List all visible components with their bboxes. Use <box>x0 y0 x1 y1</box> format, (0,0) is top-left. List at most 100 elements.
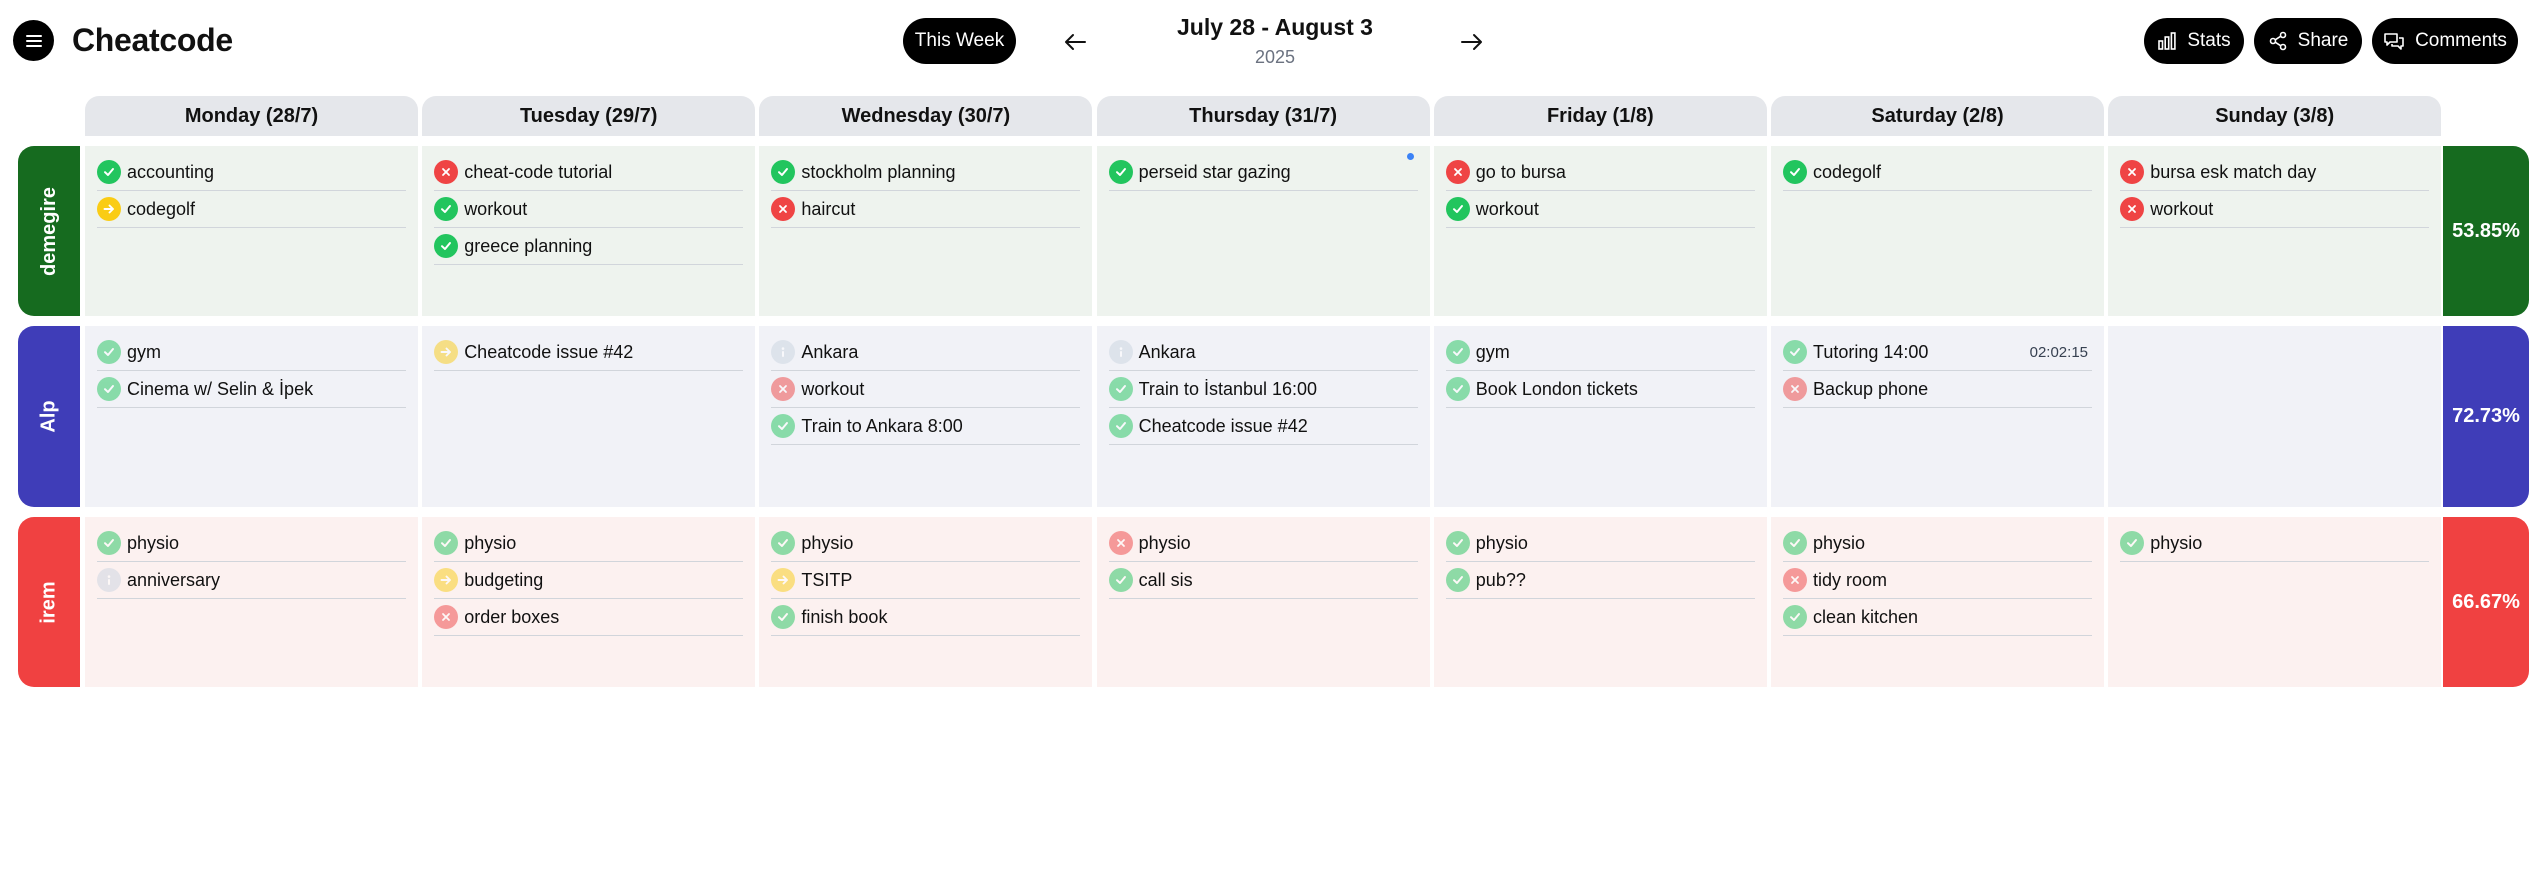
person-label[interactable]: Alp <box>18 326 80 507</box>
day-cell[interactable]: Ankara workout Train to Ankara 8:00 <box>759 326 1093 507</box>
day-cell[interactable]: go to bursa workout <box>1433 146 1767 316</box>
task-item[interactable]: workout <box>2120 191 2430 228</box>
x-icon[interactable] <box>434 605 459 629</box>
day-cell[interactable]: accounting codegolf <box>85 146 418 316</box>
info-icon[interactable] <box>771 340 796 364</box>
day-cell[interactable]: Ankara Train to İstanbul 16:00 Cheatcode i… <box>1096 326 1430 507</box>
day-cell[interactable]: perseid star gazing <box>1096 146 1430 316</box>
task-item[interactable]: physio <box>1108 525 1418 562</box>
arrow-right-icon[interactable] <box>434 568 459 592</box>
share-button[interactable]: Share <box>2254 18 2362 64</box>
check-icon[interactable] <box>434 234 459 258</box>
menu-button[interactable] <box>13 20 54 61</box>
check-icon[interactable] <box>97 160 121 184</box>
day-cell[interactable]: physio pub?? <box>1433 517 1767 687</box>
next-week-button[interactable] <box>1454 24 1490 60</box>
task-item[interactable]: order boxes <box>434 599 744 636</box>
day-cell[interactable]: gym Cinema w/ Selin & İpek <box>85 326 418 507</box>
arrow-right-icon[interactable] <box>97 197 121 221</box>
task-item[interactable]: greece planning <box>434 228 744 265</box>
task-item[interactable]: finish book <box>771 599 1081 636</box>
task-item[interactable]: pub?? <box>1445 562 1755 599</box>
check-icon[interactable] <box>1445 340 1470 364</box>
task-item[interactable]: cheat-code tutorial <box>434 154 744 191</box>
task-item[interactable]: physio <box>1445 525 1755 562</box>
x-icon[interactable] <box>771 197 796 221</box>
info-icon[interactable] <box>97 568 121 592</box>
task-item[interactable]: physio <box>771 525 1081 562</box>
x-icon[interactable] <box>2120 197 2145 221</box>
task-item[interactable]: codegolf <box>1783 154 2092 191</box>
day-cell[interactable]: bursa esk match day workout <box>2108 146 2442 316</box>
task-item[interactable]: Train to Ankara 8:00 <box>771 408 1081 445</box>
check-icon[interactable] <box>1445 568 1470 592</box>
check-icon[interactable] <box>97 340 121 364</box>
check-icon[interactable] <box>2120 531 2145 555</box>
check-icon[interactable] <box>1445 531 1470 555</box>
day-cell[interactable]: physio anniversary <box>85 517 418 687</box>
task-item[interactable]: tidy room <box>1783 562 2092 599</box>
check-icon[interactable] <box>1783 605 1807 629</box>
task-item[interactable]: clean kitchen <box>1783 599 2092 636</box>
x-icon[interactable] <box>2120 160 2145 184</box>
arrow-right-icon[interactable] <box>434 340 459 364</box>
task-item[interactable]: TSITP <box>771 562 1081 599</box>
task-item[interactable]: Backup phone <box>1783 371 2092 408</box>
task-item[interactable]: Cinema w/ Selin & İpek <box>97 371 406 408</box>
check-icon[interactable] <box>771 414 796 438</box>
task-item[interactable]: call sis <box>1108 562 1418 599</box>
x-icon[interactable] <box>771 377 796 401</box>
task-item[interactable]: anniversary <box>97 562 406 599</box>
check-icon[interactable] <box>1445 197 1470 221</box>
check-icon[interactable] <box>771 531 796 555</box>
task-item[interactable]: workout <box>434 191 744 228</box>
task-item[interactable]: gym <box>1445 334 1755 371</box>
day-cell[interactable]: physio budgeting order boxes <box>422 517 756 687</box>
prev-week-button[interactable] <box>1057 24 1093 60</box>
check-icon[interactable] <box>97 377 121 401</box>
check-icon[interactable] <box>771 160 796 184</box>
check-icon[interactable] <box>771 605 796 629</box>
check-icon[interactable] <box>1108 377 1133 401</box>
task-item[interactable]: Book London tickets <box>1445 371 1755 408</box>
task-item[interactable]: physio <box>1783 525 2092 562</box>
this-week-button[interactable]: This Week <box>903 18 1016 64</box>
person-label[interactable]: demegire <box>18 146 80 316</box>
task-item[interactable]: Ankara <box>771 334 1081 371</box>
task-item[interactable]: workout <box>771 371 1081 408</box>
check-icon[interactable] <box>1783 531 1807 555</box>
task-item[interactable]: codegolf <box>97 191 406 228</box>
task-item[interactable]: Ankara <box>1108 334 1418 371</box>
day-cell[interactable]: physio call sis <box>1096 517 1430 687</box>
check-icon[interactable] <box>97 531 121 555</box>
day-cell[interactable]: Cheatcode issue #42 <box>422 326 756 507</box>
x-icon[interactable] <box>1445 160 1470 184</box>
day-cell[interactable]: cheat-code tutorial workout greece plannin… <box>422 146 756 316</box>
info-icon[interactable] <box>1108 340 1133 364</box>
task-item[interactable]: go to bursa <box>1445 154 1755 191</box>
check-icon[interactable] <box>1108 160 1133 184</box>
x-icon[interactable] <box>434 160 459 184</box>
x-icon[interactable] <box>1783 568 1807 592</box>
task-item[interactable]: haircut <box>771 191 1081 228</box>
check-icon[interactable] <box>1445 377 1470 401</box>
check-icon[interactable] <box>1108 414 1133 438</box>
day-cell[interactable]: gym Book London tickets <box>1433 326 1767 507</box>
x-icon[interactable] <box>1783 377 1807 401</box>
comments-button[interactable]: Comments <box>2372 18 2518 64</box>
task-item[interactable]: accounting <box>97 154 406 191</box>
day-cell[interactable]: Tutoring 14:00 02:02:15 Backup phone <box>1771 326 2104 507</box>
day-cell[interactable]: codegolf <box>1771 146 2104 316</box>
task-item[interactable]: budgeting <box>434 562 744 599</box>
task-item[interactable]: physio <box>434 525 744 562</box>
task-item[interactable]: stockholm planning <box>771 154 1081 191</box>
task-item[interactable]: Tutoring 14:00 02:02:15 <box>1783 334 2092 371</box>
check-icon[interactable] <box>434 531 459 555</box>
task-item[interactable]: workout <box>1445 191 1755 228</box>
person-label[interactable]: irem <box>18 517 80 687</box>
day-cell[interactable]: physio tidy room clean kitchen <box>1771 517 2104 687</box>
check-icon[interactable] <box>1108 568 1133 592</box>
check-icon[interactable] <box>434 197 459 221</box>
task-item[interactable]: physio <box>97 525 406 562</box>
task-item[interactable]: Train to İstanbul 16:00 <box>1108 371 1418 408</box>
